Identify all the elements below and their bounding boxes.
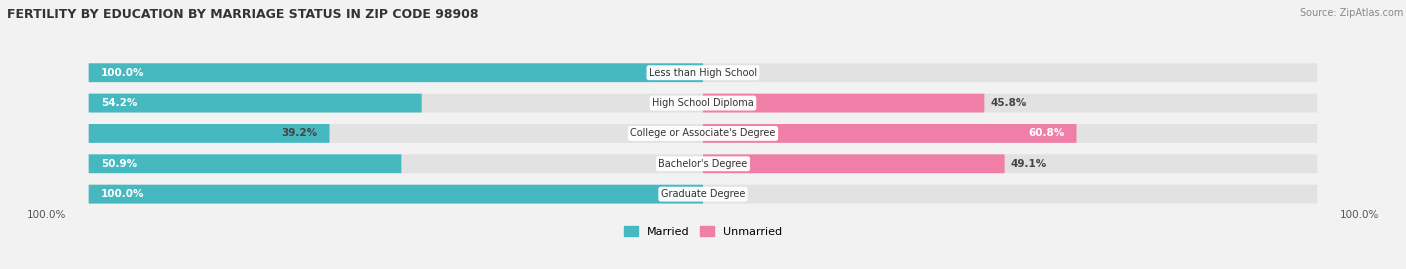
Text: 49.1%: 49.1%	[1011, 159, 1047, 169]
Text: 50.9%: 50.9%	[101, 159, 138, 169]
FancyBboxPatch shape	[89, 63, 1317, 82]
FancyBboxPatch shape	[89, 94, 1317, 112]
Text: 100.0%: 100.0%	[101, 189, 145, 199]
Text: High School Diploma: High School Diploma	[652, 98, 754, 108]
FancyBboxPatch shape	[89, 63, 703, 82]
Text: Graduate Degree: Graduate Degree	[661, 189, 745, 199]
Text: 100.0%: 100.0%	[27, 210, 66, 220]
Text: 100.0%: 100.0%	[1340, 210, 1379, 220]
FancyBboxPatch shape	[89, 185, 1317, 204]
Text: 54.2%: 54.2%	[101, 98, 138, 108]
FancyBboxPatch shape	[89, 124, 1317, 143]
Text: 0.0%: 0.0%	[709, 68, 738, 78]
Text: College or Associate's Degree: College or Associate's Degree	[630, 128, 776, 139]
FancyBboxPatch shape	[703, 94, 984, 112]
Text: Bachelor's Degree: Bachelor's Degree	[658, 159, 748, 169]
Text: 0.0%: 0.0%	[709, 189, 738, 199]
FancyBboxPatch shape	[89, 124, 329, 143]
Text: 39.2%: 39.2%	[281, 128, 318, 139]
Text: FERTILITY BY EDUCATION BY MARRIAGE STATUS IN ZIP CODE 98908: FERTILITY BY EDUCATION BY MARRIAGE STATU…	[7, 8, 478, 21]
Text: Less than High School: Less than High School	[650, 68, 756, 78]
FancyBboxPatch shape	[89, 154, 401, 173]
Text: Source: ZipAtlas.com: Source: ZipAtlas.com	[1299, 8, 1403, 18]
FancyBboxPatch shape	[703, 124, 1077, 143]
FancyBboxPatch shape	[89, 185, 703, 204]
Text: 45.8%: 45.8%	[990, 98, 1026, 108]
FancyBboxPatch shape	[703, 154, 1005, 173]
Legend: Married, Unmarried: Married, Unmarried	[620, 222, 786, 241]
FancyBboxPatch shape	[89, 94, 422, 112]
Text: 100.0%: 100.0%	[101, 68, 145, 78]
FancyBboxPatch shape	[89, 154, 1317, 173]
Text: 60.8%: 60.8%	[1028, 128, 1064, 139]
